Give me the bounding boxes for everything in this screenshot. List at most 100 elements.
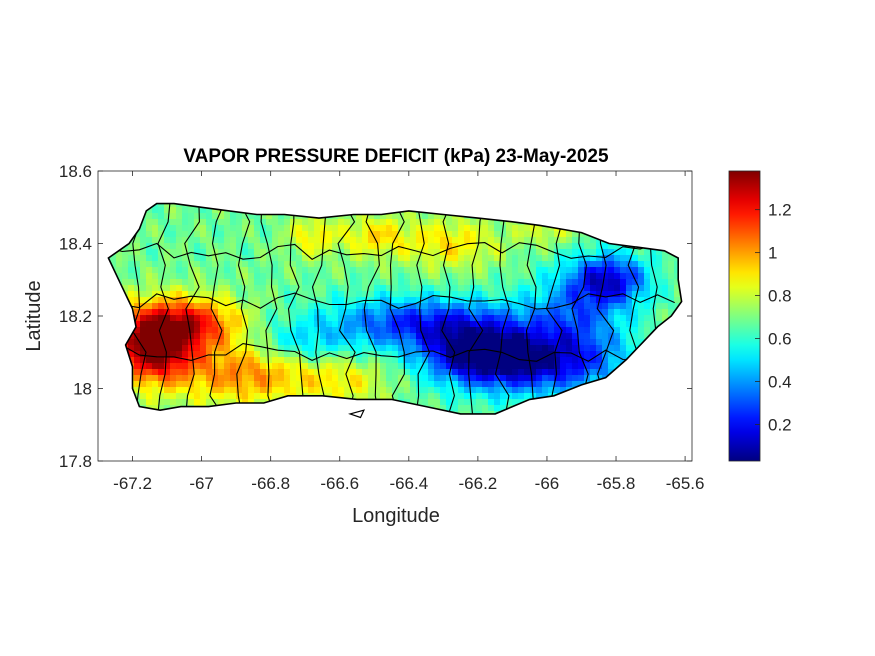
vpd-cell xyxy=(572,255,579,262)
vpd-cell xyxy=(284,225,291,232)
vpd-cell xyxy=(470,237,477,244)
vpd-cell xyxy=(236,219,243,226)
vpd-cell xyxy=(308,273,315,280)
vpd-cell xyxy=(314,291,321,298)
vpd-cell xyxy=(446,315,453,322)
vpd-cell xyxy=(368,327,375,334)
vpd-cell xyxy=(332,237,339,244)
vpd-cell xyxy=(404,315,411,322)
vpd-cell xyxy=(212,345,219,352)
vpd-cell xyxy=(326,291,333,298)
vpd-cell xyxy=(470,405,477,412)
vpd-cell xyxy=(500,303,507,310)
vpd-cell xyxy=(560,237,567,244)
vpd-cell xyxy=(200,315,207,322)
vpd-cell xyxy=(464,237,471,244)
vpd-cell xyxy=(470,291,477,298)
vpd-cell xyxy=(428,327,435,334)
vpd-cell xyxy=(260,327,267,334)
vpd-cell xyxy=(302,327,309,334)
vpd-cell xyxy=(284,291,291,298)
vpd-cell xyxy=(578,279,585,286)
vpd-cell xyxy=(404,225,411,232)
vpd-cell xyxy=(182,237,189,244)
vpd-cell xyxy=(212,327,219,334)
vpd-cell xyxy=(254,237,261,244)
vpd-cell xyxy=(506,345,513,352)
vpd-cell xyxy=(254,327,261,334)
vpd-cell xyxy=(206,345,213,352)
vpd-cell xyxy=(356,393,363,400)
vpd-cell xyxy=(662,315,669,322)
vpd-cell xyxy=(530,243,537,250)
vpd-cell xyxy=(650,285,657,292)
vpd-cell xyxy=(350,231,357,238)
vpd-cell xyxy=(380,261,387,268)
vpd-cell xyxy=(452,399,459,406)
vpd-cell xyxy=(368,243,375,250)
vpd-cell xyxy=(290,303,297,310)
vpd-cell xyxy=(314,231,321,238)
vpd-cell xyxy=(290,369,297,376)
vpd-cell xyxy=(206,279,213,286)
vpd-cell xyxy=(488,345,495,352)
vpd-cell xyxy=(320,327,327,334)
vpd-cell xyxy=(254,387,261,394)
vpd-cell xyxy=(152,333,159,340)
vpd-cell xyxy=(530,255,537,262)
vpd-cell xyxy=(320,357,327,364)
vpd-cell xyxy=(236,345,243,352)
vpd-cell xyxy=(272,381,279,388)
vpd-cell xyxy=(476,291,483,298)
vpd-cell xyxy=(506,297,513,304)
vpd-cell xyxy=(332,279,339,286)
vpd-cell xyxy=(380,333,387,340)
vpd-cell xyxy=(506,249,513,256)
vpd-cell xyxy=(206,237,213,244)
vpd-cell xyxy=(500,345,507,352)
vpd-cell xyxy=(608,267,615,274)
vpd-cell xyxy=(380,321,387,328)
vpd-cell xyxy=(464,315,471,322)
vpd-cell xyxy=(482,291,489,298)
vpd-cell xyxy=(188,219,195,226)
vpd-cell xyxy=(254,381,261,388)
vpd-cell xyxy=(242,363,249,370)
vpd-cell xyxy=(488,381,495,388)
vpd-cell xyxy=(602,297,609,304)
vpd-cell xyxy=(440,327,447,334)
vpd-cell xyxy=(488,249,495,256)
vpd-cell xyxy=(374,363,381,370)
vpd-cell xyxy=(446,393,453,400)
vpd-cell xyxy=(158,297,165,304)
vpd-cell xyxy=(452,279,459,286)
vpd-cell xyxy=(398,369,405,376)
vpd-cell xyxy=(410,219,417,226)
vpd-cell xyxy=(512,273,519,280)
vpd-cell xyxy=(212,243,219,250)
vpd-cell xyxy=(254,219,261,226)
vpd-cell xyxy=(266,225,273,232)
vpd-cell xyxy=(410,249,417,256)
vpd-cell xyxy=(398,279,405,286)
vpd-cell xyxy=(134,381,141,388)
vpd-cell xyxy=(440,267,447,274)
vpd-cell xyxy=(206,225,213,232)
vpd-cell xyxy=(542,375,549,382)
vpd-cell xyxy=(362,291,369,298)
vpd-cell xyxy=(290,339,297,346)
vpd-cell xyxy=(500,339,507,346)
vpd-cell xyxy=(218,243,225,250)
vpd-cell xyxy=(164,203,171,208)
vpd-cell xyxy=(188,285,195,292)
vpd-cell xyxy=(380,249,387,256)
vpd-cell xyxy=(542,297,549,304)
vpd-cell xyxy=(410,315,417,322)
vpd-cell xyxy=(596,309,603,316)
vpd-cell xyxy=(464,357,471,364)
vpd-cell xyxy=(500,369,507,376)
vpd-cell xyxy=(392,381,399,388)
vpd-cell xyxy=(146,321,153,328)
vpd-cell xyxy=(176,279,183,286)
vpd-cell xyxy=(434,255,441,262)
